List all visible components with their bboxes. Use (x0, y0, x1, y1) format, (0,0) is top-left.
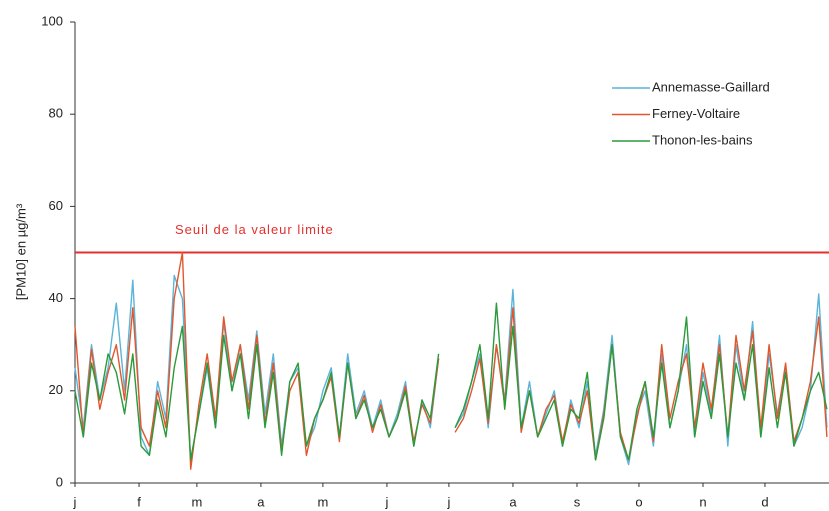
y-tick-label: 60 (49, 198, 63, 213)
y-tick-label: 0 (56, 474, 63, 489)
x-tick-label: a (509, 494, 517, 509)
x-tick-label: f (137, 494, 141, 509)
threshold-label: Seuil de la valeur limite (175, 222, 334, 237)
x-tick-label: m (191, 494, 202, 509)
series-line (74, 302, 828, 461)
x-tick-label: s (574, 494, 581, 509)
x-tick-label: m (317, 494, 328, 509)
x-tick-label: o (635, 494, 642, 509)
y-tick-label: 100 (41, 13, 63, 28)
x-tick-label: n (699, 494, 706, 509)
x-tick-label: j (73, 494, 77, 509)
legend-label: Thonon-les-bains (652, 132, 753, 147)
x-tick-label: j (446, 494, 450, 509)
x-tick-label: d (761, 494, 768, 509)
y-tick-label: 40 (49, 290, 63, 305)
series-line (74, 251, 828, 470)
legend-label: Annemasse-Gaillard (652, 79, 770, 94)
y-tick-label: 80 (49, 106, 63, 121)
series-line (74, 274, 828, 466)
y-tick-label: 20 (49, 382, 63, 397)
y-axis-label: [PM10] en µg/m³ (13, 203, 28, 300)
x-tick-label: j (384, 494, 388, 509)
x-tick-label: a (257, 494, 265, 509)
legend-label: Ferney-Voltaire (652, 106, 740, 121)
